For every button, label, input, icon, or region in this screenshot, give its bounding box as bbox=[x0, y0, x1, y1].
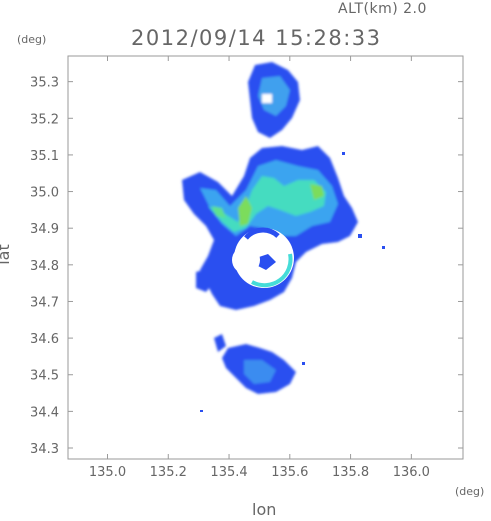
echo-north-core bbox=[258, 76, 290, 116]
y-ticks: 34.3 34.4 34.5 34.6 34.7 34.8 34.9 35.0 35.1 35.2… bbox=[30, 76, 463, 457]
echo-central-peak-2 bbox=[310, 184, 324, 200]
echo-speck bbox=[358, 234, 362, 238]
echo-inner-ring bbox=[251, 253, 293, 288]
echo-specks bbox=[200, 152, 385, 412]
y-tick-label: 34.5 bbox=[30, 369, 59, 384]
y-tick-label: 34.4 bbox=[30, 405, 59, 420]
radar-echoes bbox=[182, 62, 358, 394]
y-tick-label: 34.8 bbox=[30, 259, 59, 274]
altitude-label: ALT(km) 2.0 bbox=[338, 1, 427, 17]
echo-south-mid bbox=[244, 360, 276, 384]
echo-north-hole bbox=[262, 94, 272, 103]
y-tick-label: 35.2 bbox=[30, 112, 59, 127]
echo-speck bbox=[200, 410, 203, 412]
x-tick-label: 135.2 bbox=[150, 465, 187, 480]
echo-speck bbox=[342, 152, 345, 155]
echo-speck bbox=[382, 246, 385, 249]
x-axis-label: lon bbox=[252, 500, 277, 519]
y-tick-label: 34.6 bbox=[30, 332, 59, 347]
echo-southwest-spur bbox=[196, 268, 214, 292]
echo-inner-blob bbox=[256, 254, 276, 270]
y-tick-label: 35.0 bbox=[30, 186, 59, 201]
x-axis-unit: (deg) bbox=[455, 485, 485, 498]
x-tick-label: 135.0 bbox=[89, 465, 126, 480]
y-tick-label: 34.7 bbox=[30, 295, 59, 310]
radar-site-gap bbox=[232, 246, 260, 274]
echo-inner-arc bbox=[244, 227, 280, 240]
plot-frame bbox=[67, 55, 464, 460]
x-tick-label: 135.8 bbox=[332, 465, 369, 480]
echo-speck bbox=[302, 362, 305, 365]
y-axis-unit: (deg) bbox=[17, 33, 47, 46]
y-tick-label: 34.3 bbox=[30, 442, 59, 457]
echo-central-peak-1 bbox=[238, 196, 252, 226]
x-tick-label: 135.6 bbox=[271, 465, 308, 480]
x-tick-label: 136.0 bbox=[393, 465, 430, 480]
echo-central-peak-3 bbox=[212, 206, 226, 218]
echo-south-stub bbox=[214, 334, 226, 352]
x-tick-label: 135.4 bbox=[210, 465, 247, 480]
y-tick-label: 35.1 bbox=[30, 149, 59, 164]
x-ticks: 135.0 135.2 135.4 135.6 135.8 136.0 bbox=[89, 56, 430, 480]
chart-title: 2012/09/14 15:28:33 bbox=[131, 26, 382, 50]
y-tick-label: 35.3 bbox=[30, 76, 59, 91]
echo-central-high bbox=[208, 176, 326, 232]
y-tick-label: 34.9 bbox=[30, 222, 59, 237]
